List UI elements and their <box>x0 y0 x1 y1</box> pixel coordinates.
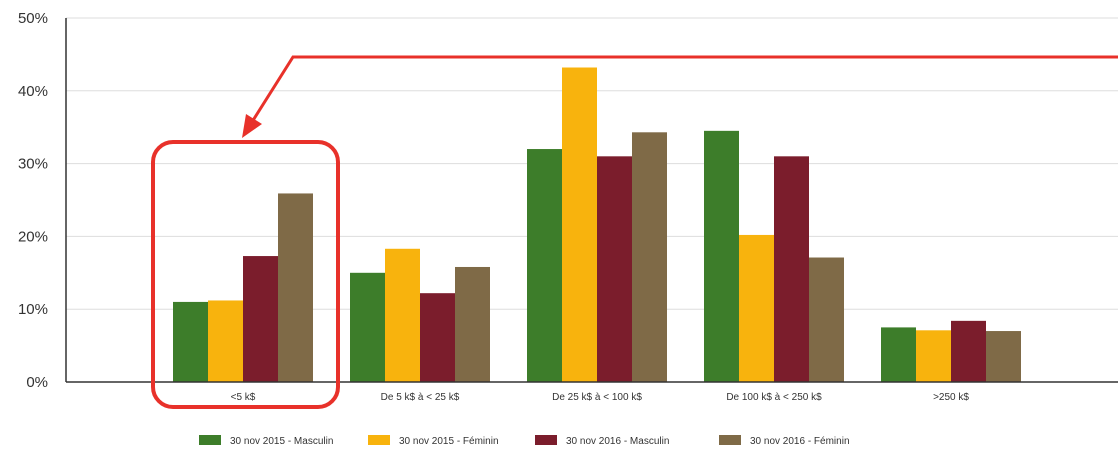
bar <box>916 330 951 382</box>
bar <box>704 130 739 382</box>
x-tick-label: De 25 k$ à < 100 k$ <box>552 392 642 403</box>
bar <box>881 327 916 382</box>
highlight-box <box>151 140 340 409</box>
bar <box>527 149 562 382</box>
y-axis-ticks: 0% 10% 20% 30% 40% 50% <box>18 10 48 391</box>
bar <box>951 320 986 382</box>
bar <box>597 156 632 382</box>
legend-label: 30 nov 2016 - Féminin <box>750 436 850 447</box>
bar <box>350 272 385 382</box>
bar <box>243 256 278 382</box>
bars <box>173 67 1021 382</box>
x-tick-label: <5 k$ <box>231 392 256 403</box>
y-tick-label: 30% <box>18 156 48 173</box>
x-axis-labels: <5 k$ De 5 k$ à < 25 k$ De 25 k$ à < 100 k… <box>231 392 970 403</box>
legend-swatch <box>535 435 557 445</box>
x-tick-label: >250 k$ <box>933 392 969 403</box>
bar <box>986 331 1021 382</box>
y-tick-label: 50% <box>18 10 48 27</box>
annotation-arrow-head <box>242 114 262 138</box>
legend-swatch <box>199 435 221 445</box>
bar <box>208 300 243 382</box>
legend-label: 30 nov 2015 - Féminin <box>399 436 499 447</box>
y-tick-label: 10% <box>18 301 48 318</box>
legend-swatch <box>368 435 390 445</box>
bar <box>278 193 313 382</box>
highlight-annotation <box>151 55 1118 409</box>
bar <box>385 248 420 382</box>
annotation-arrow-line <box>250 55 1118 123</box>
bar <box>455 266 490 382</box>
bar <box>739 234 774 382</box>
bar <box>774 156 809 382</box>
y-tick-label: 0% <box>26 374 48 391</box>
bar <box>173 301 208 382</box>
legend-label: 30 nov 2016 - Masculin <box>566 436 669 447</box>
y-tick-label: 20% <box>18 228 48 245</box>
bar <box>562 67 597 382</box>
bar <box>420 293 455 382</box>
x-tick-label: De 5 k$ à < 25 k$ <box>381 392 460 403</box>
x-tick-label: De 100 k$ à < 250 k$ <box>726 392 822 403</box>
legend-swatch <box>719 435 741 445</box>
axes <box>65 18 1118 383</box>
bar <box>809 257 844 382</box>
legend: 30 nov 2015 - Masculin 30 nov 2015 - Fémi… <box>199 435 850 447</box>
y-tick-label: 40% <box>18 83 48 100</box>
bar <box>632 132 667 382</box>
legend-label: 30 nov 2015 - Masculin <box>230 436 333 447</box>
